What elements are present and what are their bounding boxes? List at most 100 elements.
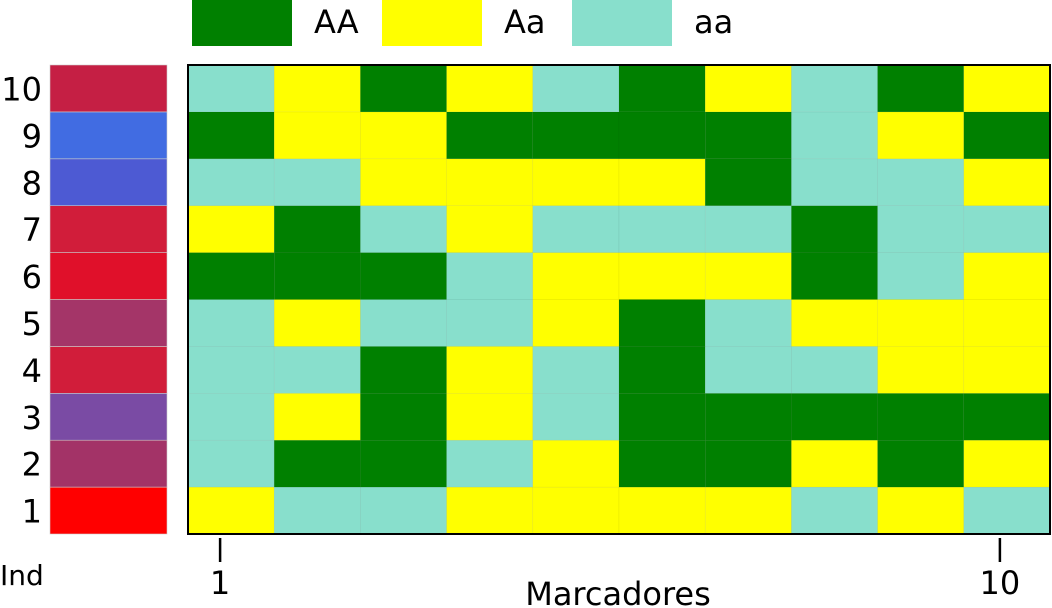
row-label-4: 4 — [22, 352, 42, 390]
individual-swatch-9 — [49, 111, 168, 160]
cell-ind1-m8 — [791, 486, 878, 535]
cell-ind10-m1 — [187, 64, 275, 113]
cell-ind9-m1 — [187, 111, 275, 160]
cell-ind5-m1 — [187, 299, 275, 347]
legend-swatch-aa — [382, 0, 482, 46]
cell-ind6-m9 — [877, 252, 965, 300]
row-label-10: 10 — [1, 70, 42, 108]
cell-ind10-m6 — [618, 64, 706, 113]
cell-ind1-m6 — [618, 486, 706, 535]
cell-ind8-m10 — [963, 158, 1051, 206]
cell-ind5-m3 — [360, 299, 447, 347]
cell-ind4-m5 — [532, 346, 620, 394]
cell-ind7-m2 — [273, 205, 361, 253]
cell-ind10-m3 — [360, 64, 447, 113]
cell-ind5-m4 — [446, 299, 534, 347]
cell-ind1-m4 — [446, 486, 534, 535]
cell-ind10-m9 — [877, 64, 965, 113]
cell-ind3-m8 — [791, 393, 878, 441]
cell-ind3-m3 — [360, 393, 447, 441]
cell-ind6-m10 — [963, 252, 1051, 300]
cell-ind7-m6 — [618, 205, 706, 253]
cell-ind6-m6 — [618, 252, 706, 300]
cell-ind6-m8 — [791, 252, 878, 300]
cell-ind6-m7 — [704, 252, 792, 300]
cell-ind2-m2 — [273, 439, 361, 488]
row-label-9: 9 — [22, 117, 42, 155]
row-label-2: 2 — [22, 446, 42, 484]
row-labels: 1 2 3 4 5 6 7 8 9 10 — [1, 70, 42, 530]
individual-swatch-2 — [49, 439, 168, 488]
row-label-7: 7 — [22, 211, 42, 249]
cell-ind8-m4 — [446, 158, 534, 206]
cell-ind3-m10 — [963, 393, 1051, 441]
cell-ind4-m8 — [791, 346, 878, 394]
cell-ind1-m9 — [877, 486, 965, 535]
cell-ind3-m5 — [532, 393, 620, 441]
cell-ind9-m9 — [877, 111, 965, 160]
cell-ind2-m3 — [360, 439, 447, 488]
x-tick-label-1: 1 — [210, 564, 230, 602]
cell-ind4-m9 — [877, 346, 965, 394]
cell-ind9-m10 — [963, 111, 1051, 160]
cell-ind10-m2 — [273, 64, 361, 113]
cell-ind9-m7 — [704, 111, 792, 160]
cell-ind9-m5 — [532, 111, 620, 160]
cell-ind4-m7 — [704, 346, 792, 394]
cell-ind4-m1 — [187, 346, 275, 394]
cell-ind2-m9 — [877, 439, 965, 488]
legend-swatch-aa — [572, 0, 672, 46]
row-label-3: 3 — [22, 399, 42, 437]
cell-ind1-m10 — [963, 486, 1051, 535]
cell-ind4-m3 — [360, 346, 447, 394]
cell-ind10-m7 — [704, 64, 792, 113]
row-label-8: 8 — [22, 164, 42, 202]
cell-ind8-m9 — [877, 158, 965, 206]
cell-ind5-m6 — [618, 299, 706, 347]
row-label-1: 1 — [22, 493, 42, 531]
legend: AA Aa aa — [192, 0, 733, 46]
cell-ind6-m2 — [273, 252, 361, 300]
cell-ind10-m8 — [791, 64, 878, 113]
cell-ind8-m8 — [791, 158, 878, 206]
cell-ind8-m6 — [618, 158, 706, 206]
row-axis-label: Ind — [0, 559, 44, 592]
cell-ind1-m1 — [187, 486, 275, 535]
cell-ind3-m4 — [446, 393, 534, 441]
cell-ind10-m4 — [446, 64, 534, 113]
cell-ind7-m10 — [963, 205, 1051, 253]
cell-ind7-m3 — [360, 205, 447, 253]
cell-ind10-m10 — [963, 64, 1051, 113]
individual-swatch-1 — [49, 486, 168, 535]
cell-ind3-m6 — [618, 393, 706, 441]
row-label-6: 6 — [22, 258, 42, 296]
cell-ind2-m1 — [187, 439, 275, 488]
individual-swatch-6 — [49, 252, 168, 300]
cell-ind3-m2 — [273, 393, 361, 441]
individual-swatch-5 — [49, 299, 168, 347]
cell-ind7-m8 — [791, 205, 878, 253]
cell-ind3-m7 — [704, 393, 792, 441]
cell-ind6-m3 — [360, 252, 447, 300]
legend-label-aa: AA — [314, 3, 359, 41]
cell-ind9-m4 — [446, 111, 534, 160]
x-ticks: 1 10 — [210, 538, 1020, 602]
cell-ind2-m7 — [704, 439, 792, 488]
cell-ind8-m5 — [532, 158, 620, 206]
cell-ind2-m4 — [446, 439, 534, 488]
individual-swatch-10 — [49, 64, 168, 113]
cell-ind2-m5 — [532, 439, 620, 488]
cell-ind5-m10 — [963, 299, 1051, 347]
individual-swatch-4 — [49, 346, 168, 394]
cell-ind5-m7 — [704, 299, 792, 347]
cell-ind1-m3 — [360, 486, 447, 535]
individual-swatch-3 — [49, 392, 168, 441]
row-label-5: 5 — [22, 305, 42, 343]
cell-ind5-m2 — [273, 299, 361, 347]
cell-ind1-m2 — [273, 486, 361, 535]
heatmap-cells — [187, 64, 1051, 535]
legend-label-aa: Aa — [504, 3, 546, 41]
cell-ind5-m9 — [877, 299, 965, 347]
cell-ind6-m5 — [532, 252, 620, 300]
